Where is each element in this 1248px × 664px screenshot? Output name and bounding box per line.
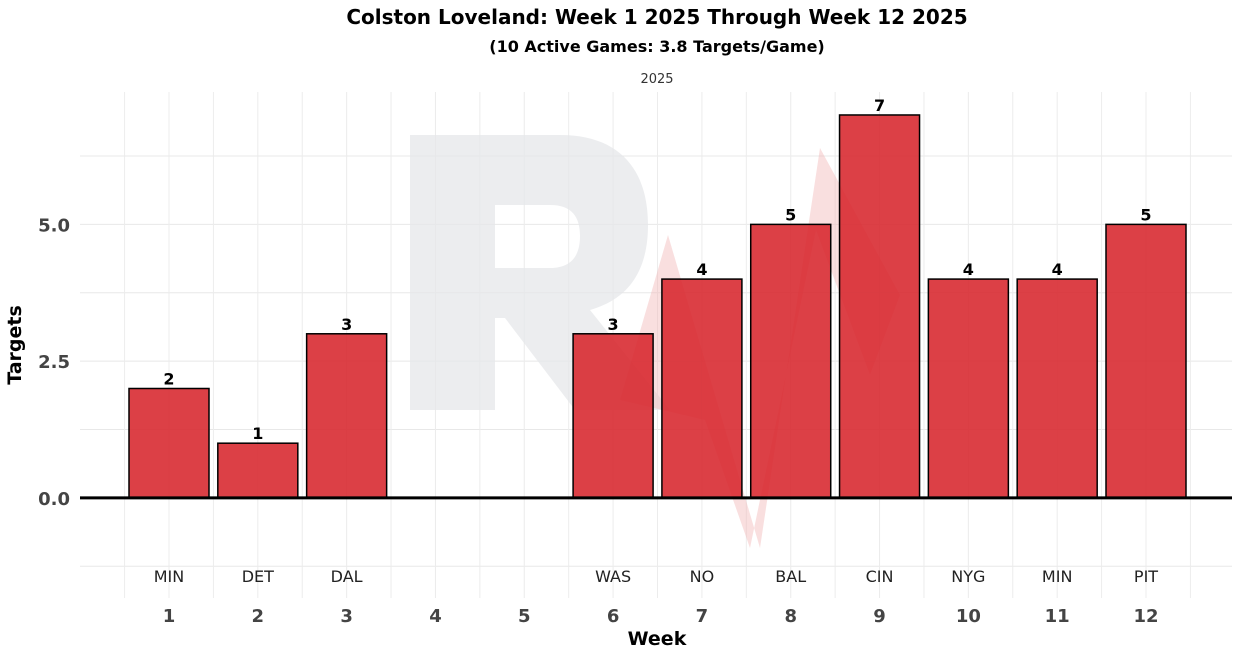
x-tick-label: 6 [607, 606, 620, 627]
x-tick-label: 10 [956, 606, 981, 627]
facet-label: 2025 [640, 72, 673, 87]
y-tick-label: 5.0 [38, 215, 70, 236]
x-tick-label: 8 [784, 606, 797, 627]
bar [1105, 223, 1187, 499]
x-tick-label: 3 [340, 606, 353, 627]
data-label: 4 [963, 260, 974, 279]
chart-title: Colston Loveland: Week 1 2025 Through We… [346, 5, 967, 29]
data-label: 7 [874, 96, 885, 115]
opponent-label: NYG [951, 567, 985, 586]
x-tick-label: 1 [163, 606, 176, 627]
y-tick-label: 0.0 [38, 489, 70, 510]
x-tick-label: 5 [518, 606, 531, 627]
data-label: 3 [341, 315, 352, 334]
data-label: 1 [252, 424, 263, 443]
opponent-label: PIT [1134, 567, 1158, 586]
data-label: 5 [1140, 205, 1151, 224]
bar [661, 278, 743, 499]
opponent-label: CIN [866, 567, 894, 586]
data-label: 3 [608, 315, 619, 334]
bar [572, 333, 654, 499]
x-tick-label: 11 [1045, 606, 1070, 627]
bar [749, 223, 832, 499]
data-label: 4 [696, 260, 707, 279]
bar [927, 278, 1010, 499]
data-label: 5 [785, 205, 796, 224]
y-axis-label: Targets [4, 305, 26, 385]
bar [1016, 278, 1098, 499]
bar [217, 442, 299, 499]
bar [305, 333, 388, 499]
bar [838, 114, 921, 499]
data-label: 4 [1052, 260, 1063, 279]
opponent-label: WAS [595, 567, 631, 586]
data-label: 2 [163, 369, 174, 388]
x-axis-label: Week [628, 628, 687, 650]
opponent-label: DET [242, 567, 274, 586]
opponent-label: MIN [154, 567, 185, 586]
opponent-label: NO [690, 567, 715, 586]
x-tick-label: 7 [696, 606, 709, 627]
x-tick-label: 12 [1133, 606, 1158, 627]
x-tick-label: 9 [873, 606, 886, 627]
x-tick-label: 2 [252, 606, 265, 627]
y-tick-label: 2.5 [38, 352, 70, 373]
x-tick-label: 4 [429, 606, 442, 627]
opponent-label: BAL [775, 567, 806, 586]
chart-subtitle: (10 Active Games: 3.8 Targets/Game) [489, 37, 824, 56]
opponent-label: DAL [331, 567, 363, 586]
bar [128, 387, 210, 499]
opponent-label: MIN [1042, 567, 1073, 586]
